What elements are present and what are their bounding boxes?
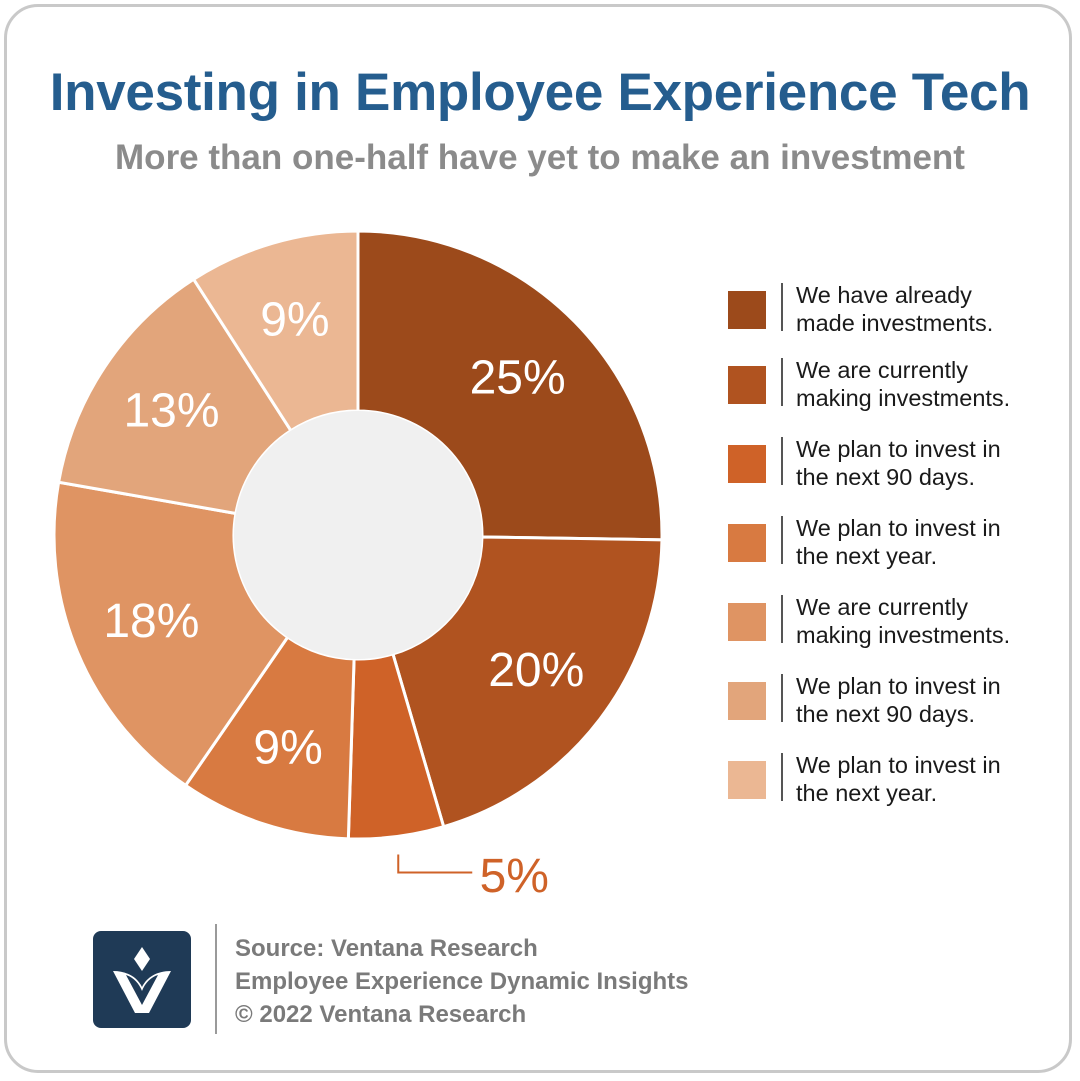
legend-swatch — [728, 761, 766, 799]
footer-divider — [215, 924, 217, 1034]
legend-label: We plan to invest in the next year. — [796, 752, 1001, 806]
donut-hole — [234, 411, 482, 659]
legend-swatch — [728, 291, 766, 329]
legend-swatch — [728, 603, 766, 641]
legend-divider — [781, 283, 783, 331]
legend-item: We plan to invest in the next year. — [728, 515, 1068, 595]
legend-divider — [781, 674, 783, 722]
slice-value-label: 9% — [260, 294, 329, 347]
legend-swatch — [728, 445, 766, 483]
legend-label: We are currently making investments. — [796, 594, 1011, 648]
source-line: Source: Ventana Research — [235, 935, 538, 962]
legend-swatch — [728, 524, 766, 562]
source-credits: Source: Ventana Research Employee Experi… — [235, 932, 689, 1031]
legend-divider — [781, 516, 783, 564]
copyright-line: © 2022 Ventana Research — [235, 1001, 527, 1028]
legend-divider — [781, 437, 783, 485]
legend-swatch — [728, 682, 766, 720]
legend-label: We plan to invest in the next 90 days. — [796, 436, 1001, 490]
ventana-v-logo-icon — [93, 931, 191, 1028]
legend-item: We have already made investments. — [728, 282, 1068, 358]
slice-value-label: 5% — [480, 850, 549, 903]
legend-item: We plan to invest in the next 90 days. — [728, 673, 1068, 753]
chart-title: Investing in Employee Experience Tech — [49, 63, 1031, 122]
slice-value-label: 18% — [103, 595, 199, 648]
legend-label: We have already made investments. — [796, 282, 994, 336]
report-line: Employee Experience Dynamic Insights — [235, 968, 689, 995]
legend-swatch — [728, 366, 766, 404]
legend-item: We are currently making investments. — [728, 357, 1068, 437]
chart-legend: We have already made investments. We are… — [728, 282, 1068, 832]
legend-divider — [781, 595, 783, 643]
chart-subtitle: More than one-half have yet to make an i… — [115, 138, 965, 177]
leader-line — [397, 854, 473, 874]
legend-label: We plan to invest in the next year. — [796, 515, 1001, 569]
slice-value-label: 9% — [253, 721, 322, 774]
legend-label: We are currently making investments. — [796, 357, 1011, 411]
slice-value-label: 20% — [488, 644, 584, 697]
legend-label: We plan to invest in the next 90 days. — [796, 673, 1001, 727]
legend-divider — [781, 358, 783, 406]
legend-item: We plan to invest in the next year. — [728, 752, 1068, 832]
legend-divider — [781, 753, 783, 801]
legend-item: We plan to invest in the next 90 days. — [728, 436, 1068, 516]
slice-value-label: 13% — [123, 384, 219, 437]
legend-item: We are currently making investments. — [728, 594, 1068, 674]
slice-value-label: 25% — [470, 351, 566, 404]
